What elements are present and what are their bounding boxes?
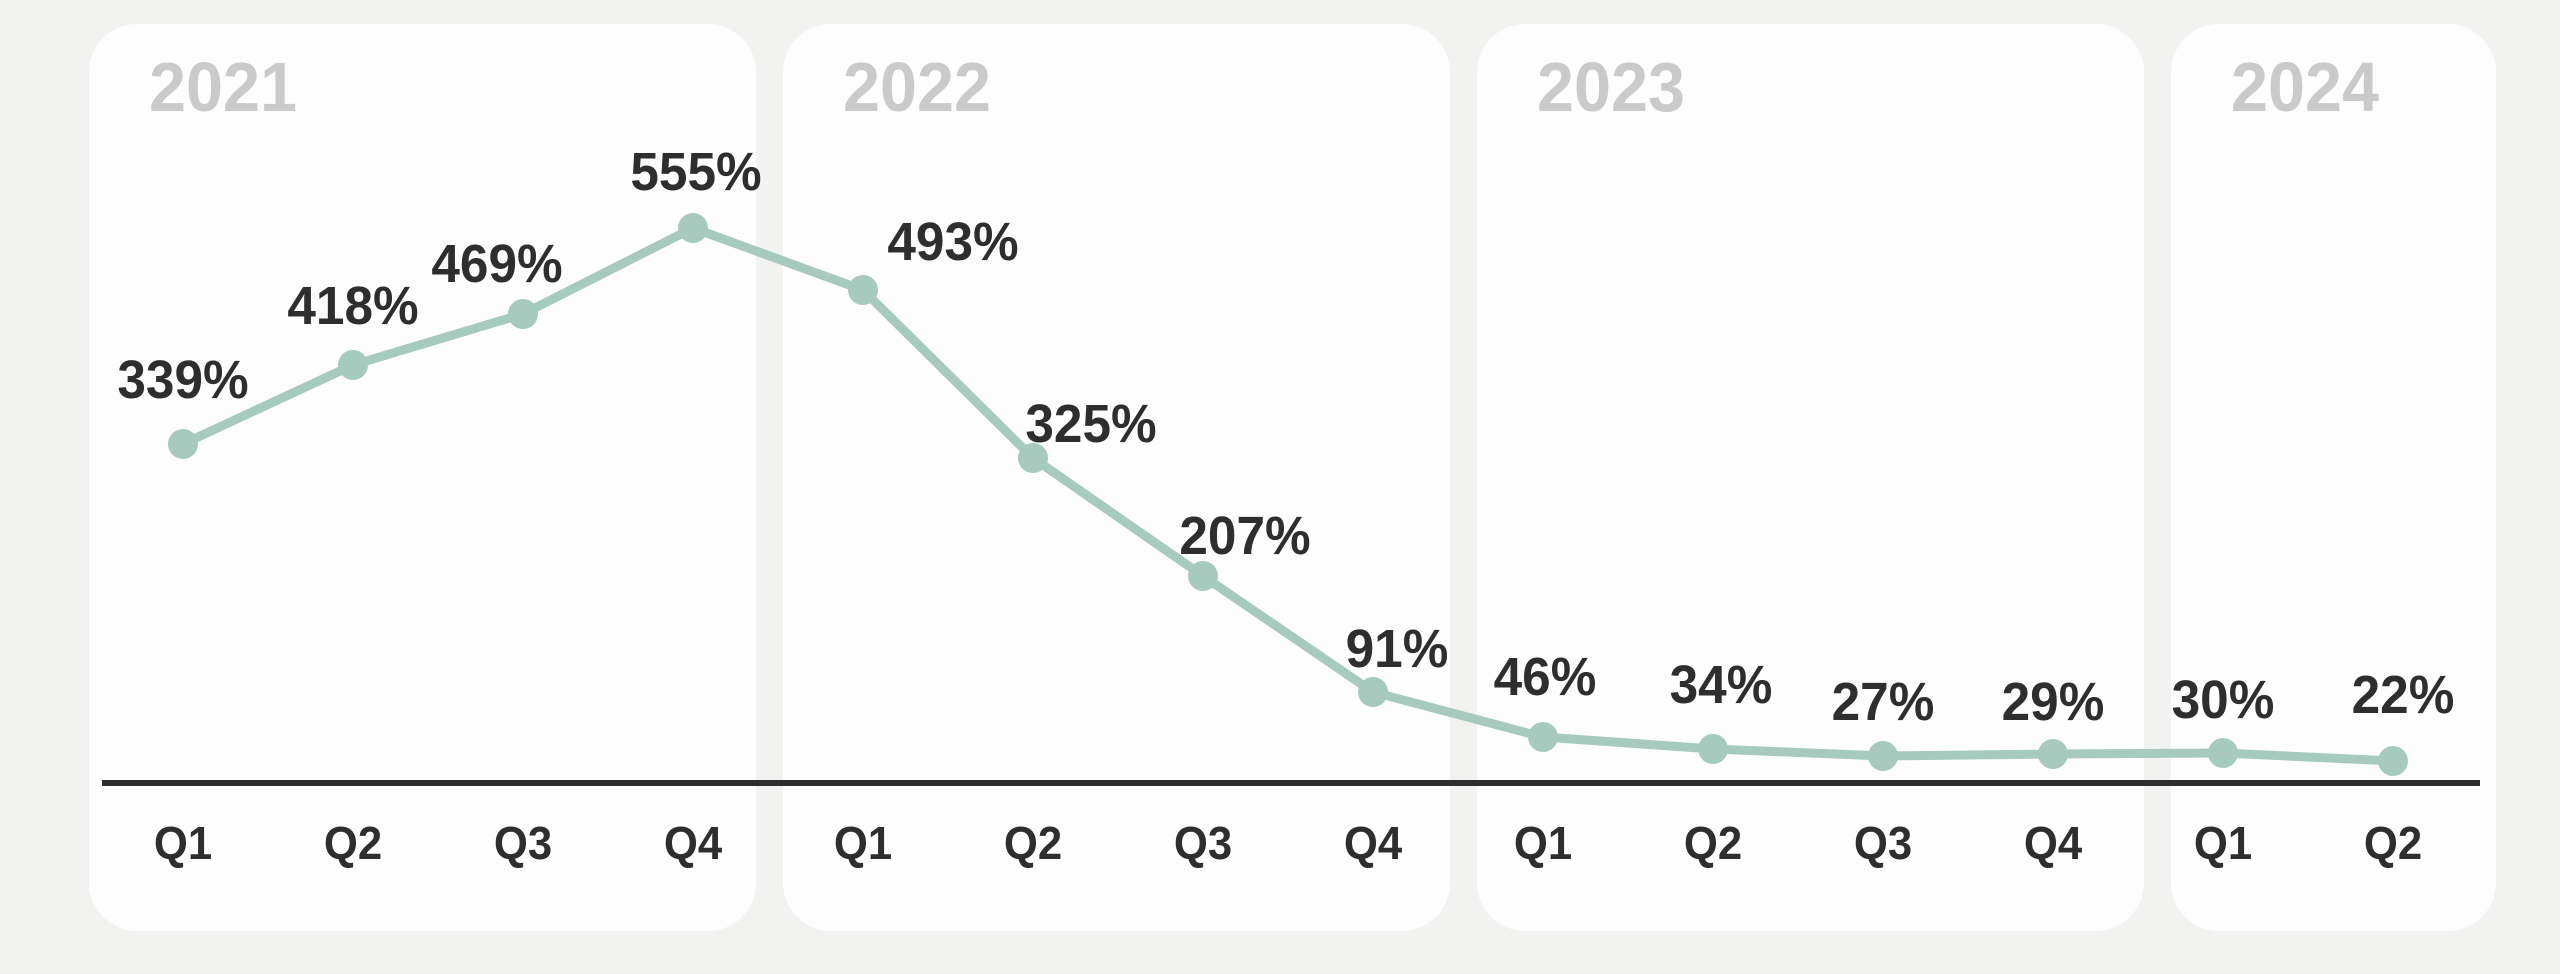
x-axis-tick-label: Q2 xyxy=(1003,817,1063,869)
data-point-marker xyxy=(2038,739,2068,769)
x-axis-tick-label: Q2 xyxy=(323,817,383,869)
x-axis-tick-label: Q3 xyxy=(1853,817,1913,869)
year-panel-2023: 2023 xyxy=(1477,24,2144,931)
data-point-label: 207% xyxy=(1179,506,1311,566)
year-label-2023: 2023 xyxy=(1537,48,1685,126)
trend-line xyxy=(178,223,2398,766)
data-point-label: 29% xyxy=(2001,672,2105,732)
data-point-marker xyxy=(2208,738,2238,768)
year-panel-2021: 2021 xyxy=(89,24,756,931)
data-point-label: 30% xyxy=(2171,670,2275,730)
data-point-label: 27% xyxy=(1831,672,1935,732)
data-point-marker xyxy=(1018,443,1048,473)
data-point-label: 46% xyxy=(1493,647,1597,707)
data-point-label: 325% xyxy=(1025,394,1157,454)
x-axis-line xyxy=(102,780,2480,786)
data-point-label: 469% xyxy=(431,234,563,294)
data-point-marker xyxy=(1358,677,1388,707)
year-label-2021: 2021 xyxy=(149,48,297,126)
data-point-marker xyxy=(2378,746,2408,776)
data-point-marker xyxy=(1528,722,1558,752)
data-point-marker xyxy=(1868,741,1898,771)
data-point-label: 555% xyxy=(630,142,762,202)
year-label-2024: 2024 xyxy=(2231,48,2379,126)
data-point-label: 34% xyxy=(1669,655,1773,715)
x-axis-tick-label: Q1 xyxy=(153,817,213,869)
x-axis-tick-label: Q4 xyxy=(2023,817,2083,869)
data-point-marker xyxy=(508,299,538,329)
data-point-label: 91% xyxy=(1345,619,1449,679)
x-axis-tick-label: Q4 xyxy=(663,817,723,869)
data-point-label: 493% xyxy=(887,212,1019,272)
data-point-label: 339% xyxy=(117,350,249,410)
data-point-label: 418% xyxy=(287,276,419,336)
x-axis-tick-label: Q1 xyxy=(833,817,893,869)
data-point-label: 22% xyxy=(2351,665,2455,725)
year-panel-2024: 2024 xyxy=(2171,24,2496,931)
x-axis-tick-label: Q2 xyxy=(1683,817,1743,869)
data-point-marker xyxy=(848,275,878,305)
x-axis-tick-label: Q3 xyxy=(1173,817,1233,869)
x-axis-tick-label: Q4 xyxy=(1343,817,1403,869)
data-point-marker xyxy=(1188,561,1218,591)
x-axis-tick-label: Q3 xyxy=(493,817,553,869)
x-axis-tick-label: Q1 xyxy=(2193,817,2253,869)
data-point-marker xyxy=(1698,734,1728,764)
x-axis-tick-label: Q2 xyxy=(2363,817,2423,869)
year-label-2022: 2022 xyxy=(843,48,991,126)
data-point-marker xyxy=(678,213,708,243)
data-point-marker xyxy=(338,350,368,380)
year-panel-2022: 2022 xyxy=(783,24,1450,931)
data-point-marker xyxy=(168,429,198,459)
x-axis-tick-label: Q1 xyxy=(1513,817,1573,869)
